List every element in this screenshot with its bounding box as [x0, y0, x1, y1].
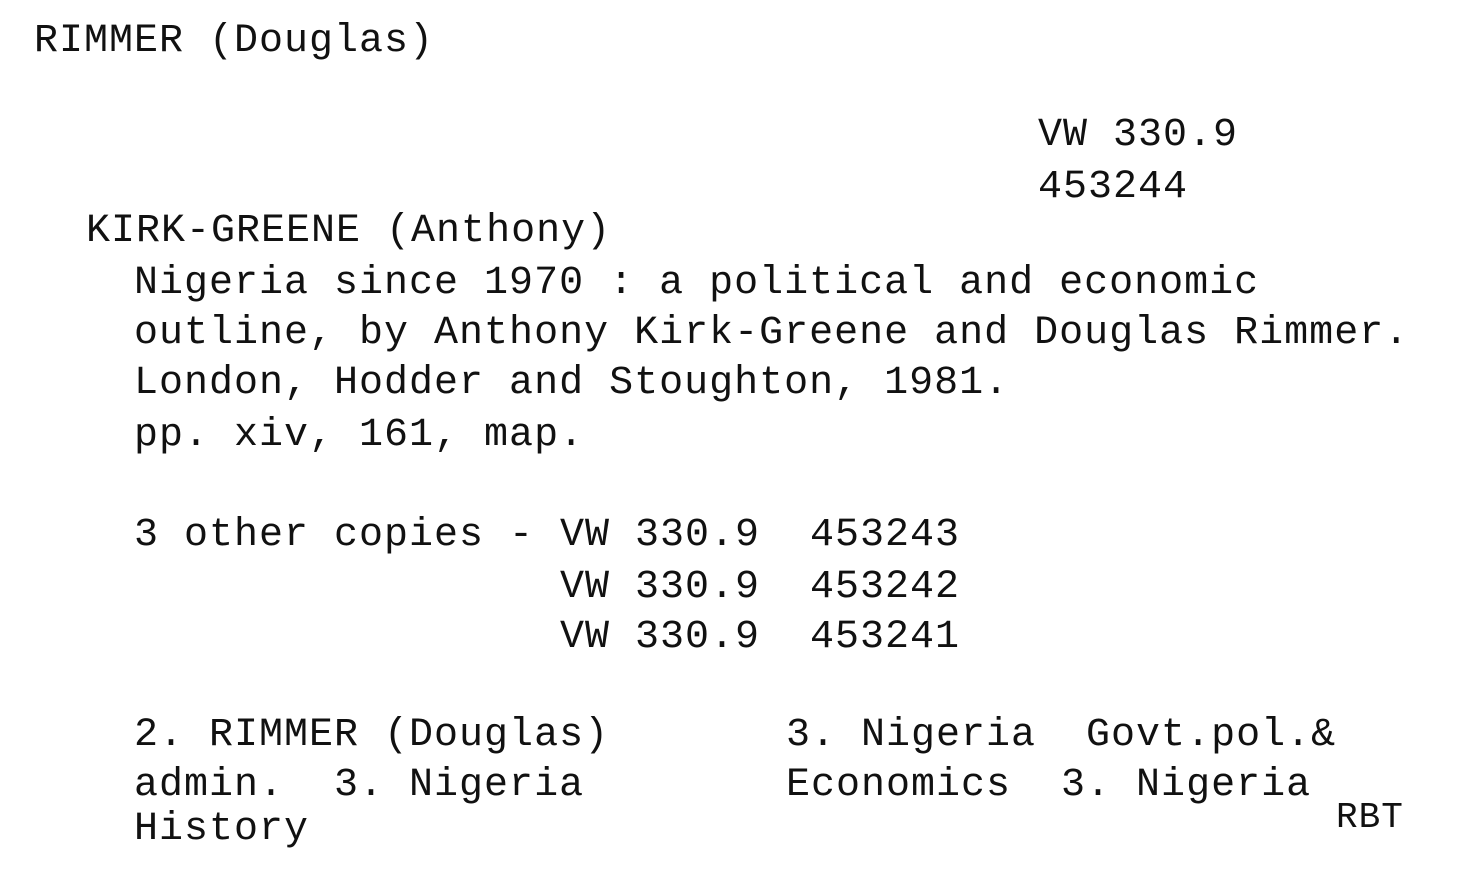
accession-number: 453244 — [1038, 165, 1189, 210]
description-line: pp. xiv, 161, map. — [134, 413, 585, 458]
tracing-left-line: admin. 3. Nigeria — [134, 763, 585, 808]
tracing-left-line: History — [134, 807, 310, 852]
added-entry-heading: RIMMER (Douglas) — [34, 19, 435, 64]
copy-entry: VW 330.9 453242 — [560, 565, 961, 610]
tracing-right-line: Economics 3. Nigeria — [786, 763, 1312, 808]
tracing-right-line: 3. Nigeria Govt.pol.& — [786, 713, 1337, 758]
copy-entry: VW 330.9 453241 — [560, 615, 961, 660]
tracing-left-line: 2. RIMMER (Douglas) — [134, 713, 610, 758]
cataloger-initials: RBT — [1336, 797, 1404, 838]
other-copies-label: 3 other copies - — [134, 513, 560, 558]
description-line: London, Hodder and Stoughton, 1981. — [134, 361, 1010, 406]
copy-entry: VW 330.9 453243 — [560, 513, 961, 558]
description-line: outline, by Anthony Kirk-Greene and Doug… — [134, 311, 1410, 356]
description-line: Nigeria since 1970 : a political and eco… — [134, 261, 1260, 306]
call-number-class: VW 330.9 — [1038, 113, 1239, 158]
main-entry-author: KIRK-GREENE (Anthony) — [86, 209, 612, 254]
